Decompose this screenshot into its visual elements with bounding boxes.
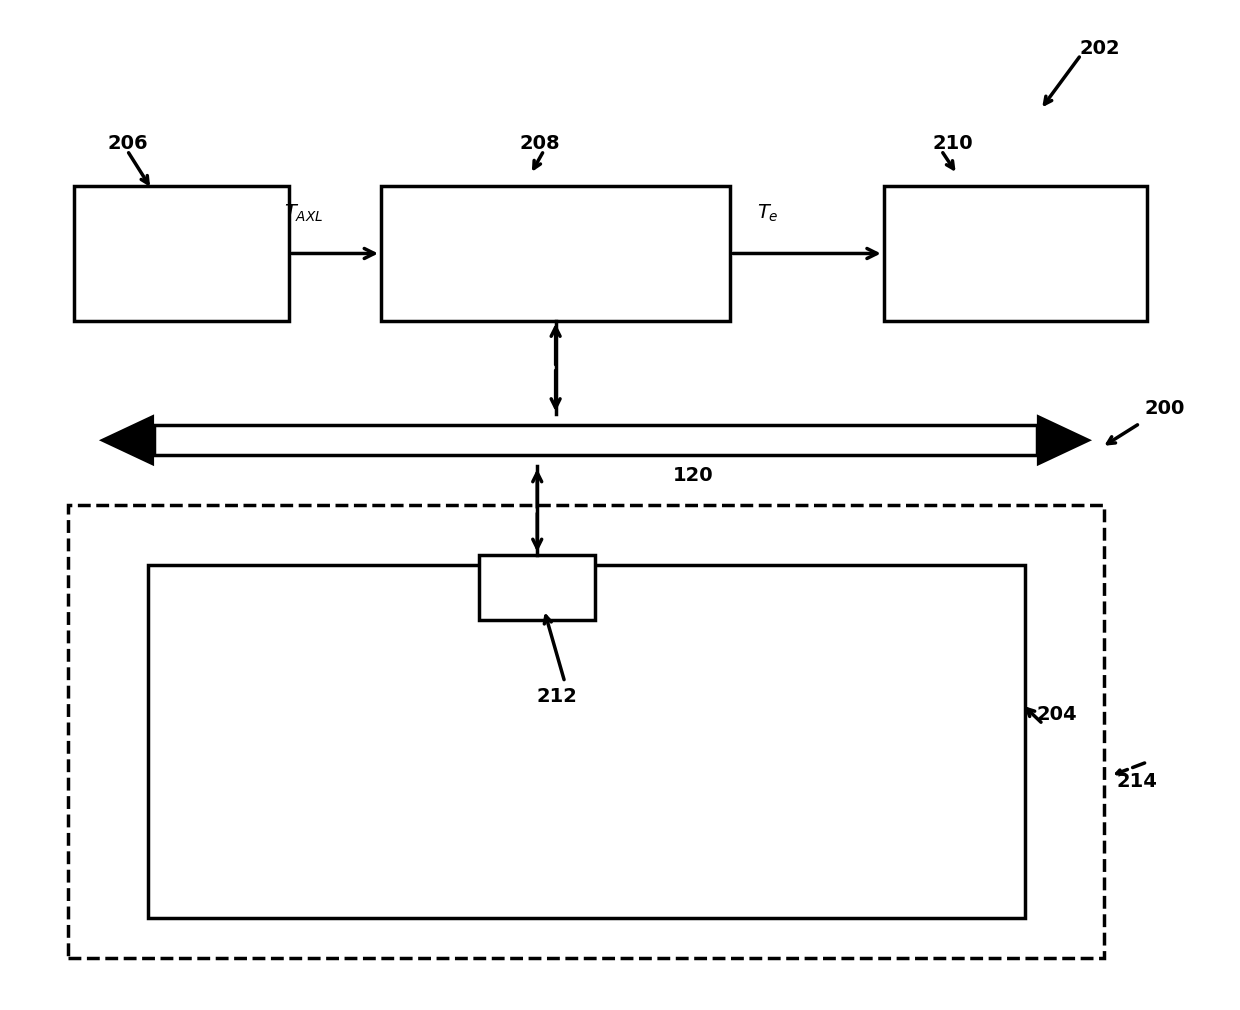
Text: 204: 204 [1037, 705, 1078, 724]
Bar [479, 554, 595, 619]
Text: $T_e$: $T_e$ [758, 202, 779, 224]
Bar [154, 425, 1037, 456]
Bar [884, 186, 1147, 321]
Text: 202: 202 [1080, 39, 1121, 59]
Text: $T_{AXL}$: $T_{AXL}$ [284, 202, 324, 224]
Text: 120: 120 [673, 466, 713, 485]
Bar [148, 565, 1024, 918]
Text: 208: 208 [520, 134, 560, 153]
Text: 214: 214 [1116, 773, 1157, 792]
Bar [381, 186, 730, 321]
Text: 200: 200 [1145, 399, 1185, 418]
Polygon shape [1037, 414, 1092, 467]
Bar [68, 505, 1105, 958]
Bar [74, 186, 289, 321]
Polygon shape [99, 414, 154, 467]
Text: 206: 206 [108, 134, 148, 153]
Text: 212: 212 [537, 687, 578, 706]
Text: 210: 210 [932, 134, 973, 153]
